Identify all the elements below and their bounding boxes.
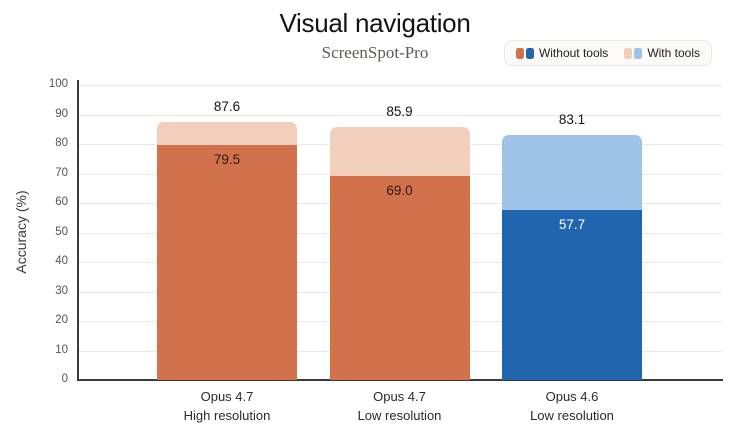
legend: Without tools With tools	[503, 40, 712, 66]
plot-area: 87.6 79.5 85.9 69.0 83.1 57.7	[78, 85, 720, 380]
y-tick-label-100: 100	[48, 78, 68, 90]
y-tick-label-0: 0	[61, 373, 68, 385]
bar-without-tools-1	[329, 176, 470, 380]
legend-item-without-tools: Without tools	[515, 46, 609, 60]
y-tick-label-30: 30	[55, 284, 68, 297]
y-tick-label-60: 60	[55, 196, 68, 208]
x-axis-spine	[77, 379, 723, 381]
x-category-label-1: Opus 4.7 Low resolution	[357, 389, 442, 423]
legend-swatch-group-0	[515, 47, 534, 59]
legend-swatch-icon	[624, 47, 633, 59]
value-label-with-tools-0: 87.6	[213, 98, 241, 114]
value-label-without-tools-2: 57.7	[558, 216, 586, 232]
chart-subtitle: ScreenSpot-Pro	[321, 43, 429, 62]
value-label-without-tools-0: 79.5	[213, 152, 241, 168]
legend-swatch-icon	[525, 47, 534, 59]
x-category-label-0: Opus 4.7 High resolution	[183, 389, 271, 423]
legend-item-with-tools: With tools	[624, 46, 700, 60]
gridline-100	[78, 85, 722, 86]
y-axis-spine	[77, 80, 79, 380]
y-axis-label: Accuracy (%)	[13, 190, 29, 274]
legend-label: Without tools	[538, 46, 609, 60]
legend-swatch-group-1	[624, 47, 643, 59]
y-tick-label-70: 70	[55, 166, 68, 179]
chart-title: Visual navigation	[279, 8, 471, 38]
bar-without-tools-0	[157, 145, 297, 380]
legend-label: With tools	[647, 46, 700, 60]
y-tick-label-80: 80	[55, 137, 68, 149]
legend-swatch-icon	[515, 47, 524, 59]
y-tick-label-50: 50	[55, 225, 68, 238]
y-tick-label-40: 40	[55, 255, 68, 267]
value-label-with-tools-2: 83.1	[558, 111, 586, 127]
value-label-without-tools-1: 69.0	[386, 183, 413, 199]
y-tick-label-90: 90	[55, 107, 68, 120]
legend-swatch-icon	[634, 47, 643, 59]
y-tick-label-20: 20	[55, 314, 68, 326]
y-tick-label-10: 10	[55, 343, 68, 356]
x-category-label-2: Opus 4.6 Low resolution	[530, 389, 614, 423]
bar-without-tools-2	[502, 209, 642, 380]
value-label-with-tools-1: 85.9	[386, 103, 413, 119]
gridline-90	[78, 114, 722, 116]
